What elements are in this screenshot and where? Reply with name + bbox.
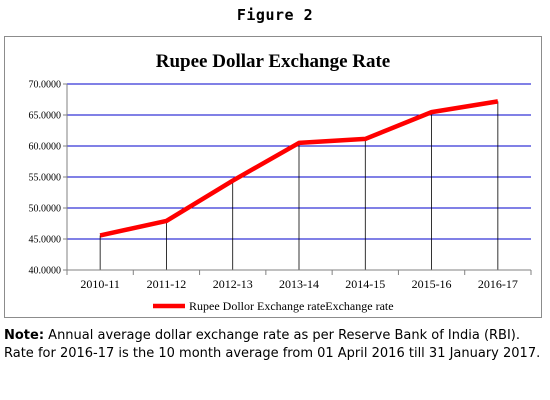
x-tick-label: 2013-14 bbox=[279, 277, 319, 291]
x-tick-label: 2011-12 bbox=[147, 277, 187, 291]
x-tick-label: 2010-11 bbox=[80, 277, 120, 291]
legend: Rupee Dollor Exchange rateExchange rate bbox=[153, 299, 394, 313]
line-chart: 40.0000 45.0000 50.0000 55.0000 60.0000 65.00… bbox=[29, 80, 532, 313]
series bbox=[99, 99, 499, 238]
x-tick-label: 2014-15 bbox=[345, 277, 385, 291]
x-tick-label: 2012-13 bbox=[213, 277, 253, 291]
y-tick-label: 60.0000 bbox=[29, 142, 62, 153]
legend-label: Rupee Dollor Exchange rateExchange rate bbox=[189, 299, 394, 313]
chart-container: Rupee Dollar Exchange Rate 40.0000 45.000… bbox=[4, 36, 542, 318]
note-label: Note: bbox=[4, 328, 45, 343]
y-tick-label: 70.0000 bbox=[29, 80, 62, 91]
y-tick-label: 50.0000 bbox=[29, 204, 62, 215]
chart-title: Rupee Dollar Exchange Rate bbox=[155, 51, 391, 72]
gridlines bbox=[67, 83, 531, 270]
y-tick-label: 65.0000 bbox=[29, 111, 62, 122]
note-text: Annual average dollar exchange rate as p… bbox=[4, 328, 541, 361]
y-tick-label: 45.0000 bbox=[29, 235, 62, 246]
y-tick-labels: 40.0000 45.0000 50.0000 55.0000 60.0000 65.00… bbox=[29, 80, 62, 277]
x-tick-labels: 2010-11 2011-12 2012-13 2013-14 2014-15 2015-… bbox=[80, 277, 517, 291]
x-tick-label: 2016-17 bbox=[478, 277, 518, 291]
chart-note: Note: Annual average dollar exchange rat… bbox=[4, 327, 544, 363]
x-tick-label: 2015-16 bbox=[412, 277, 452, 291]
axes bbox=[63, 83, 532, 275]
y-tick-label: 40.0000 bbox=[29, 266, 62, 277]
figure-label: Figure 2 bbox=[236, 6, 314, 24]
y-tick-label: 55.0000 bbox=[29, 173, 62, 184]
